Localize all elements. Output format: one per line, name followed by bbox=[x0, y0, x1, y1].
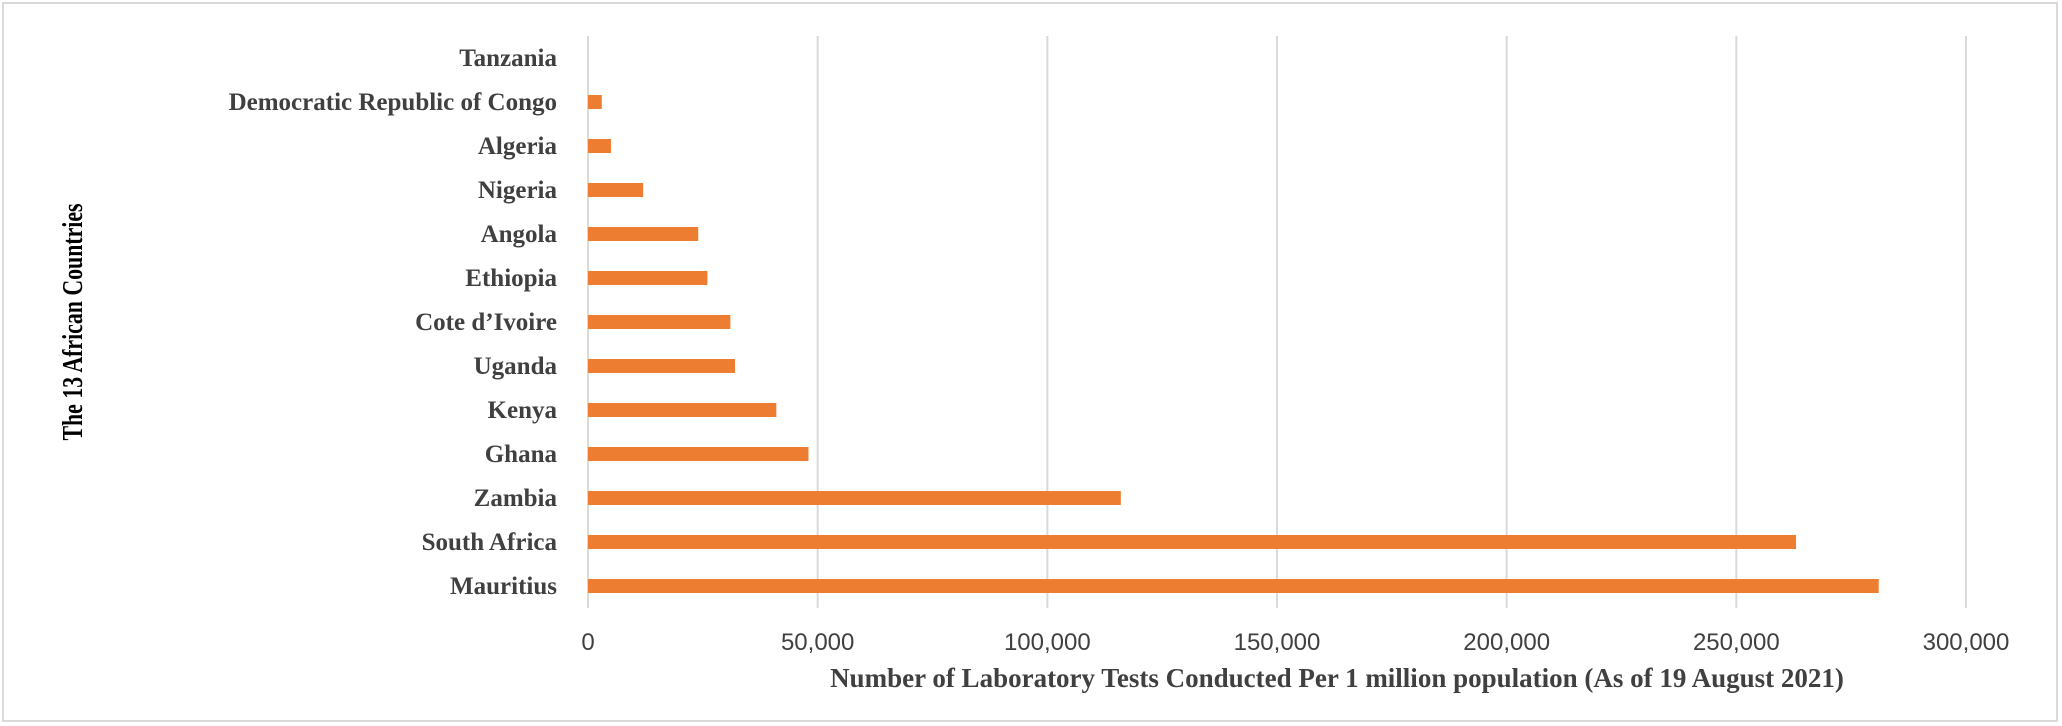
category-label: Cote d’Ivoire bbox=[415, 309, 557, 336]
x-tick-label: 300,000 bbox=[1923, 629, 2010, 656]
category-label: Uganda bbox=[474, 353, 558, 380]
x-tick-label: 200,000 bbox=[1463, 629, 1550, 656]
bar bbox=[588, 535, 1797, 549]
x-tick-label: 250,000 bbox=[1693, 629, 1780, 656]
bar bbox=[588, 139, 611, 153]
x-tick-label: 100,000 bbox=[1004, 629, 1091, 656]
category-label: Kenya bbox=[488, 397, 558, 424]
category-label: Ghana bbox=[485, 441, 558, 468]
bar bbox=[588, 95, 602, 109]
y-axis-title: The 13 African Countries bbox=[59, 203, 89, 440]
bar bbox=[588, 227, 699, 241]
category-label: Ethiopia bbox=[465, 265, 557, 292]
category-label: Algeria bbox=[478, 133, 558, 160]
bar bbox=[588, 359, 735, 373]
category-label: Angola bbox=[481, 221, 558, 248]
bars bbox=[588, 95, 1879, 593]
category-label: Tanzania bbox=[459, 45, 557, 72]
gridlines bbox=[587, 36, 1967, 608]
category-label: South Africa bbox=[422, 529, 558, 556]
bar bbox=[588, 579, 1879, 593]
bar bbox=[588, 183, 644, 197]
category-label: Mauritius bbox=[450, 573, 557, 600]
category-label: Democratic Republic of Congo bbox=[229, 89, 557, 116]
category-labels: Tanzania Democratic Republic of Congo Alge… bbox=[229, 45, 558, 600]
bar bbox=[588, 315, 731, 329]
bar-chart: Tanzania Democratic Republic of Congo Alge… bbox=[59, 36, 2009, 693]
x-tick-label: 0 bbox=[581, 629, 594, 656]
x-axis-title: Number of Laboratory Tests Conducted Per… bbox=[830, 663, 1844, 693]
category-label: Zambia bbox=[474, 485, 558, 512]
bar bbox=[588, 271, 708, 285]
category-label: Nigeria bbox=[478, 177, 558, 204]
x-tick-label: 50,000 bbox=[781, 629, 854, 656]
bar bbox=[588, 447, 809, 461]
bar bbox=[588, 403, 777, 417]
x-tick-label: 150,000 bbox=[1234, 629, 1321, 656]
x-tick-labels: 0 50,000 100,000 150,000 200,000 250,000 300,0… bbox=[581, 629, 2009, 656]
bar bbox=[588, 491, 1121, 505]
